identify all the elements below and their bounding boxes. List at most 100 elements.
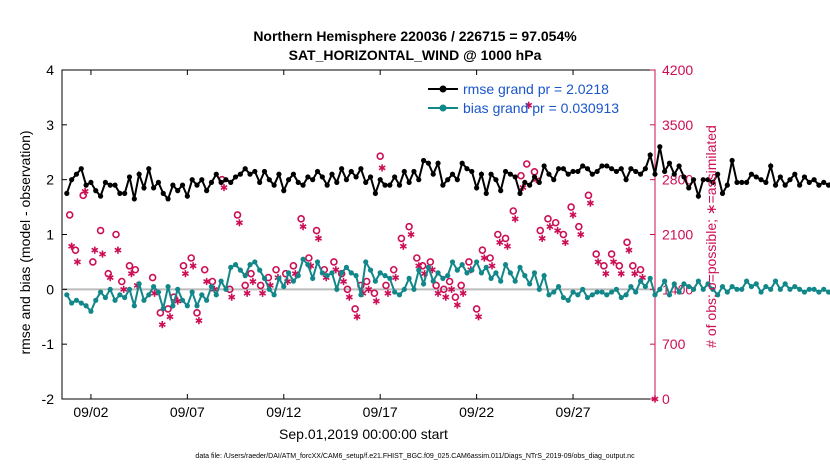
obs-possible-point xyxy=(289,262,298,270)
y-axis-label: rmse and bias (model - observation) xyxy=(17,130,33,354)
rmse-point xyxy=(589,171,595,177)
bias-point xyxy=(237,267,243,273)
obs-possible-point xyxy=(451,293,460,301)
rmse-point xyxy=(464,166,470,172)
rmse-point xyxy=(353,174,359,180)
obs-possible-point xyxy=(256,281,265,290)
obs-possible-point xyxy=(397,234,406,243)
bias-point xyxy=(314,259,321,265)
bias-point xyxy=(435,270,441,276)
bias-point xyxy=(618,294,624,301)
rmse-point xyxy=(141,185,147,191)
bias-point xyxy=(208,283,215,290)
rmse-point xyxy=(324,182,330,188)
bias-point xyxy=(406,275,412,281)
bias-point xyxy=(464,270,470,276)
bias-point xyxy=(425,264,432,270)
obs-possible-point xyxy=(65,211,74,219)
bias-point xyxy=(748,283,755,290)
rmse-point xyxy=(232,174,239,180)
bias-point xyxy=(734,286,740,292)
rmse-point xyxy=(416,177,422,183)
rmse-point xyxy=(729,157,735,164)
obs-possible-point xyxy=(517,171,525,180)
obs-possible-point xyxy=(179,262,188,270)
rmse-point xyxy=(719,190,726,196)
bias-point xyxy=(300,256,306,262)
bias-point xyxy=(392,289,398,295)
y2-tick-label: 700 xyxy=(662,336,686,352)
obs-possible-point xyxy=(636,265,645,274)
rmse-point xyxy=(155,179,162,186)
rmse-point xyxy=(411,168,417,175)
rmse-point xyxy=(348,168,354,175)
rmse-point xyxy=(285,177,292,183)
y2-tick-label: 2100 xyxy=(662,227,693,243)
bias-point xyxy=(801,289,808,295)
bias-point xyxy=(445,273,451,279)
bias-point xyxy=(416,267,422,273)
bias-point xyxy=(155,289,162,295)
bias-point xyxy=(141,297,147,303)
rmse-point xyxy=(459,160,465,166)
obs-assimilated-point xyxy=(453,301,461,309)
bias-point xyxy=(811,286,817,292)
obs-possible-point xyxy=(193,309,201,317)
obs-assimilated-point xyxy=(586,199,594,207)
bias-point xyxy=(175,286,181,292)
rmse-point xyxy=(175,188,181,194)
obs-assimilated-point xyxy=(496,238,504,246)
obs-assimilated-point xyxy=(610,258,618,266)
rmse-point xyxy=(599,163,605,169)
rmse-point xyxy=(406,179,412,186)
rmse-point xyxy=(551,177,557,183)
obs-possible-point xyxy=(305,254,313,262)
bias-point xyxy=(252,259,258,265)
bias-point xyxy=(507,270,513,276)
rmse-point xyxy=(69,177,75,183)
rmse-point xyxy=(93,188,99,194)
rmse-point xyxy=(469,168,475,175)
obs-possible-point xyxy=(494,230,502,239)
rmse-point xyxy=(184,193,190,199)
bias-point xyxy=(213,292,219,298)
rmse-point xyxy=(575,168,581,175)
obs-assimilated-point xyxy=(340,277,348,286)
rmse-point xyxy=(165,196,171,202)
bias-point xyxy=(599,289,605,295)
rmse-point xyxy=(666,160,673,166)
bias-point xyxy=(609,289,615,295)
y-tick-label: 1 xyxy=(46,227,54,243)
rmse-point xyxy=(367,174,374,180)
obs-assimilated-point xyxy=(220,183,228,192)
bias-point xyxy=(266,286,272,292)
bias-point xyxy=(165,283,171,290)
bias-point xyxy=(551,289,557,295)
bias-point xyxy=(483,264,489,270)
rmse-point xyxy=(690,177,697,183)
bias-point xyxy=(637,278,644,284)
bias-point xyxy=(440,275,446,281)
obs-possible-point xyxy=(486,254,494,262)
obs-possible-point xyxy=(584,191,593,200)
bias-point xyxy=(676,289,682,295)
bias-point xyxy=(531,270,538,276)
bias-point xyxy=(228,264,234,270)
rmse-point xyxy=(218,179,224,186)
obs-assimilated-point xyxy=(372,297,380,305)
obs-assimilated-point xyxy=(378,164,386,172)
rmse-point xyxy=(570,168,576,175)
obs-possible-point xyxy=(312,226,321,235)
bias-point xyxy=(131,303,137,309)
x-tick-label: 09/02 xyxy=(73,404,108,420)
bias-point xyxy=(744,278,750,284)
obs-assimilated-point xyxy=(235,219,243,227)
bias-point xyxy=(652,292,658,298)
bias-point xyxy=(281,283,287,290)
rmse-point xyxy=(565,171,571,177)
rmse-point xyxy=(825,182,830,188)
obs-possible-point xyxy=(187,254,196,262)
bias-point xyxy=(411,286,417,292)
legend-rmse-marker xyxy=(439,85,447,93)
